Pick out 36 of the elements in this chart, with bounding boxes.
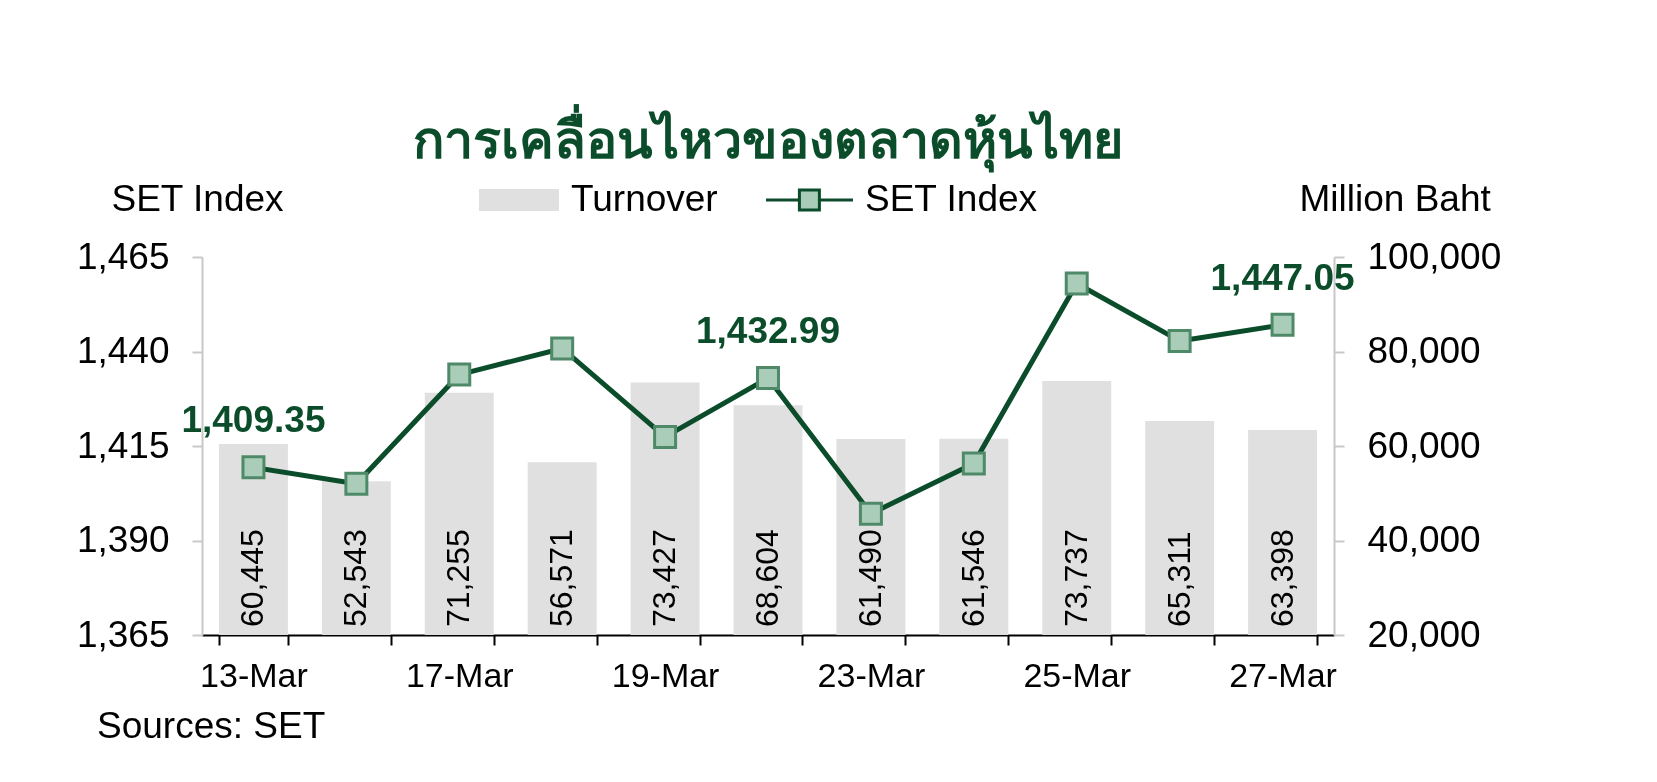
data-label: 73,737 <box>1057 529 1094 627</box>
data-label: 73,427 <box>646 529 683 627</box>
x-tick-label: 23-Mar <box>817 655 926 694</box>
data-label: 68,604 <box>749 529 785 627</box>
y2-tick-label: 100,000 <box>1367 235 1502 277</box>
legend-label: Turnover <box>571 178 718 219</box>
y2-tick-label: 20,000 <box>1367 613 1481 655</box>
y2-tick-label: 60,000 <box>1367 424 1481 466</box>
data-label: 63,398 <box>1263 529 1300 627</box>
source-note: Sources: SET <box>97 705 326 746</box>
x-tick-label: 19-Mar <box>611 655 720 694</box>
y-tick-label: 1,365 <box>76 613 170 655</box>
chart-title: การเคลื่อนไหวของตลาดหุ้นไทย <box>413 104 1123 173</box>
x-tick-label: 27-Mar <box>1229 655 1337 694</box>
data-label: 56,571 <box>543 529 580 627</box>
y-tick-label: 1,415 <box>76 424 170 466</box>
y2-axis-title: Million Baht <box>1299 177 1492 219</box>
y-tick-label: 1,465 <box>76 235 170 277</box>
y2-tick-label: 40,000 <box>1367 519 1481 560</box>
x-tick-label: 13-Mar <box>200 655 308 694</box>
data-label: 61,490 <box>851 529 888 627</box>
data-label: 65,311 <box>1160 531 1197 627</box>
data-label: 71,255 <box>440 529 477 627</box>
x-tick-label: 17-Mar <box>405 655 514 694</box>
data-label: 61,546 <box>954 529 991 627</box>
data-label: 1,409.35 <box>181 399 326 441</box>
y-axis-title: SET Index <box>111 177 285 219</box>
legend-label: SET Index <box>865 178 1038 219</box>
y-tick-label: 1,440 <box>76 330 170 371</box>
data-label: 60,445 <box>234 529 271 627</box>
x-tick-label: 25-Mar <box>1023 655 1132 694</box>
y2-tick-label: 80,000 <box>1367 330 1481 371</box>
data-label: 52,543 <box>337 529 374 627</box>
data-label: 1,447.05 <box>1210 256 1355 298</box>
data-label: 1,432.99 <box>695 310 841 351</box>
y-tick-label: 1,390 <box>76 519 170 560</box>
